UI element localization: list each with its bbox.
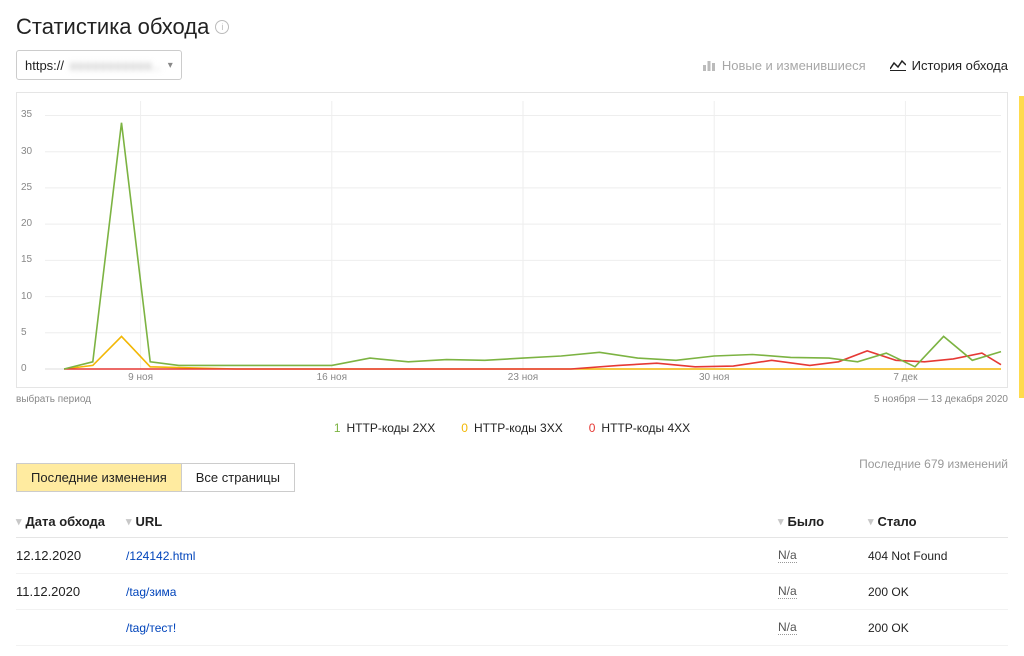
changes-count: Последние 679 изменений	[859, 457, 1008, 471]
filter-icon[interactable]: ▾	[16, 515, 22, 528]
legend-count: 1	[334, 421, 341, 435]
x-tick-label: 7 дек	[893, 372, 917, 383]
line-chart-icon	[890, 59, 906, 71]
cell-was: N/a	[778, 548, 797, 563]
new-and-changed-link: Новые и изменившиеся	[702, 58, 866, 73]
legend-label: HTTP-коды 3XX	[474, 421, 563, 435]
crawl-history-label: История обхода	[912, 58, 1008, 73]
filter-icon[interactable]: ▾	[778, 515, 784, 528]
tab-all-pages[interactable]: Все страницы	[182, 463, 295, 492]
chevron-down-icon: ▾	[168, 60, 173, 71]
cell-url-link[interactable]: /124142.html	[126, 549, 195, 563]
site-protocol: https://	[25, 58, 64, 73]
x-tick-label: 23 ноя	[508, 372, 538, 383]
cell-url-link[interactable]: /tag/тест!	[126, 621, 176, 635]
table-row: 11.12.2020/tag/зима N/a 200 OK	[16, 574, 1008, 610]
y-tick-label: 30	[21, 146, 32, 157]
table-row: 12.12.2020/124142.html N/a 404 Not Found	[16, 538, 1008, 574]
filter-icon[interactable]: ▾	[126, 515, 132, 528]
cell-url-link[interactable]: /tag/зима	[126, 585, 176, 599]
crawl-history-link[interactable]: История обхода	[890, 58, 1008, 73]
crawl-chart: 0 5 10 15 20 25 30 35 9 ноя 16 ноя 23 ноя 30 ноя 7 д…	[16, 92, 1008, 388]
chart-legend: 1 HTTP-коды 2XX 0 HTTP-коды 3XX 0 HTTP-коды 4…	[16, 421, 1008, 435]
select-period-link[interactable]: выбрать период	[16, 394, 91, 405]
right-accent-bar	[1019, 96, 1024, 398]
page-title: Статистика обхода	[16, 14, 209, 40]
legend-item[interactable]: 0 HTTP-коды 4XX	[589, 421, 690, 435]
tab-recent-changes[interactable]: Последние изменения	[16, 463, 182, 492]
y-tick-label: 0	[21, 363, 27, 374]
cell-date: 12.12.2020	[16, 548, 126, 563]
info-icon[interactable]: i	[215, 20, 229, 34]
legend-item[interactable]: 0 HTTP-коды 3XX	[461, 421, 562, 435]
new-and-changed-label: Новые и изменившиеся	[722, 58, 866, 73]
legend-item[interactable]: 1 HTTP-коды 2XX	[334, 421, 435, 435]
y-tick-label: 10	[21, 291, 32, 302]
table-row: /tag/тест! N/a 200 OK	[16, 610, 1008, 646]
legend-count: 0	[461, 421, 468, 435]
y-tick-label: 5	[21, 327, 27, 338]
y-tick-label: 20	[21, 218, 32, 229]
x-tick-label: 16 ноя	[317, 372, 347, 383]
legend-label: HTTP-коды 2XX	[347, 421, 436, 435]
cell-now: 404 Not Found	[868, 549, 1008, 563]
legend-count: 0	[589, 421, 596, 435]
y-tick-label: 25	[21, 182, 32, 193]
col-was-header[interactable]: Было	[788, 514, 824, 529]
col-now-header[interactable]: Стало	[878, 514, 917, 529]
x-tick-label: 30 ноя	[699, 372, 729, 383]
y-tick-label: 15	[21, 254, 32, 265]
changes-table: ▾ Дата обхода ▾ URL ▾ Было ▾ Стало 12.12.202…	[16, 514, 1008, 646]
y-tick-label: 35	[21, 109, 32, 120]
cell-was: N/a	[778, 620, 797, 635]
x-tick-label: 9 ноя	[128, 372, 153, 383]
col-date-header[interactable]: Дата обхода	[26, 514, 106, 529]
filter-icon[interactable]: ▾	[868, 515, 874, 528]
cell-was: N/a	[778, 584, 797, 599]
cell-now: 200 OK	[868, 621, 1008, 635]
site-selector[interactable]: https:// xxxxxxxxxxx.. ▾	[16, 50, 182, 80]
cell-now: 200 OK	[868, 585, 1008, 599]
legend-label: HTTP-коды 4XX	[601, 421, 690, 435]
site-domain-masked: xxxxxxxxxxx..	[70, 58, 162, 73]
date-range-label: 5 ноября — 13 декабря 2020	[874, 394, 1008, 405]
cell-date: 11.12.2020	[16, 584, 126, 599]
bar-chart-icon	[702, 58, 716, 72]
col-url-header[interactable]: URL	[136, 514, 163, 529]
